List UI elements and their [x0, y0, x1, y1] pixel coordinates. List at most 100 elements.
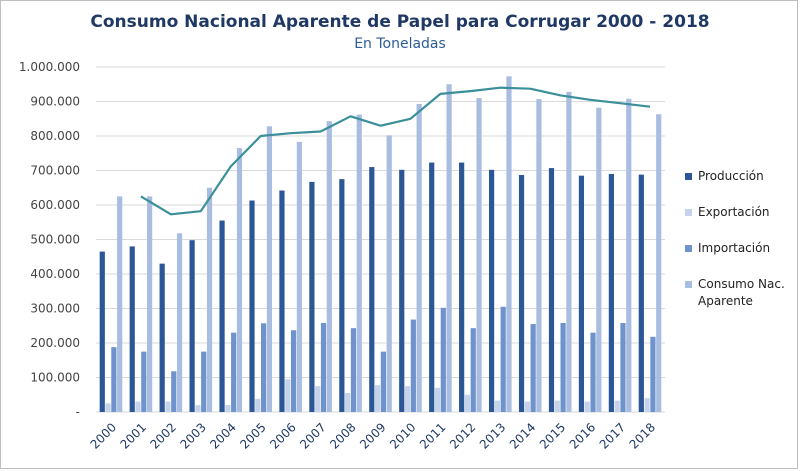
bar-consumo-nac-aparente-2012 [476, 98, 482, 413]
y-tick-label: 300.000 [30, 302, 80, 316]
bar-exportaci-n-2010 [404, 386, 411, 412]
y-tick-label: 600.000 [30, 198, 80, 212]
bar-consumo-nac-aparente-2016 [596, 107, 602, 413]
bar-consumo-nac-aparente-2002 [176, 233, 183, 412]
bar-exportaci-n-2001 [135, 401, 141, 412]
x-tick-label: 2004 [207, 420, 238, 451]
bar-consumo-nac-aparente-2005 [266, 126, 273, 412]
y-tick-label: 100.000 [30, 371, 80, 385]
bar-importaci-n-2004 [231, 332, 237, 412]
x-tick-label: 2011 [417, 420, 448, 451]
bar-importaci-n-2009 [380, 351, 386, 412]
bar-producci-n-2000 [99, 251, 105, 412]
bar-consumo-nac-aparente-2007 [326, 121, 332, 412]
x-tick-label: 2000 [88, 420, 119, 451]
bar-consumo-nac-aparente-2003 [206, 187, 213, 412]
x-tick-label: 2006 [267, 420, 298, 451]
x-tick-label: 2013 [477, 420, 508, 451]
bar-producci-n-2015 [548, 168, 555, 412]
bar-importaci-n-2002 [171, 371, 177, 412]
y-tick-label: 200.000 [30, 336, 80, 350]
y-tick-label: 900.000 [30, 95, 80, 109]
bar-importaci-n-2014 [530, 324, 536, 412]
bar-exportaci-n-2004 [225, 405, 231, 412]
x-tick-label: 2017 [597, 420, 628, 451]
bar-producci-n-2018 [638, 174, 644, 412]
bar-producci-n-2017 [608, 173, 614, 412]
x-tick-label: 2018 [627, 420, 658, 451]
x-tick-label: 2016 [567, 420, 598, 451]
bar-producci-n-2014 [518, 174, 525, 412]
bar-exportaci-n-2017 [614, 400, 620, 412]
x-tick-label: 2007 [297, 420, 328, 451]
bar-exportaci-n-2002 [165, 401, 171, 412]
bar-consumo-nac-aparente-2001 [147, 196, 153, 412]
x-tick-label: 2005 [237, 420, 268, 451]
bar-exportaci-n-2013 [494, 400, 500, 412]
bar-importaci-n-2011 [440, 307, 446, 412]
bar-importaci-n-2006 [290, 330, 297, 412]
bar-importaci-n-2008 [350, 328, 357, 412]
y-tick-label: 700.000 [30, 164, 80, 178]
bar-producci-n-2003 [189, 240, 195, 412]
bar-exportaci-n-2003 [195, 405, 201, 412]
bar-consumo-nac-aparente-2018 [656, 114, 662, 412]
bar-exportaci-n-2006 [285, 379, 291, 412]
y-tick-label: 500.000 [30, 233, 80, 247]
bar-producci-n-2016 [578, 175, 585, 412]
legend-label: Exportación [698, 205, 770, 219]
bar-exportaci-n-2011 [434, 387, 441, 412]
chart-title: Consumo Nacional Aparente de Papel para … [90, 12, 710, 32]
bar-importaci-n-2012 [470, 328, 476, 412]
bar-consumo-nac-aparente-2006 [296, 141, 302, 413]
bar-producci-n-2011 [429, 162, 435, 412]
bar-exportaci-n-2008 [345, 393, 351, 412]
bar-consumo-nac-aparente-2011 [446, 84, 452, 412]
bar-exportaci-n-2005 [255, 398, 261, 412]
x-tick-label: 2014 [507, 420, 538, 451]
bar-consumo-nac-aparente-2008 [356, 114, 362, 413]
legend-swatch [685, 245, 692, 252]
bar-consumo-nac-aparente-2015 [566, 91, 572, 412]
legend-swatch [685, 281, 692, 288]
bar-producci-n-2001 [129, 246, 135, 412]
legend-item: Importación [685, 240, 795, 257]
x-tick-label: 2012 [447, 420, 478, 451]
legend-swatch [685, 209, 692, 216]
legend-label: Importación [698, 241, 771, 255]
bar-producci-n-2012 [459, 162, 465, 412]
bar-exportaci-n-2018 [644, 398, 650, 412]
legend-item: Exportación [685, 204, 795, 221]
x-tick-label: 2009 [357, 420, 388, 451]
bar-importaci-n-2003 [201, 351, 207, 412]
bar-consumo-nac-aparente-2013 [506, 76, 512, 412]
bar-importaci-n-2007 [320, 322, 327, 412]
bar-exportaci-n-2012 [464, 394, 471, 412]
bar-consumo-nac-aparente-2010 [416, 103, 422, 412]
bar-producci-n-2005 [249, 200, 255, 412]
bar-importaci-n-2018 [650, 336, 656, 412]
bar-producci-n-2013 [488, 169, 495, 412]
x-tick-label: 2015 [537, 420, 568, 451]
bar-producci-n-2009 [369, 167, 375, 412]
x-tick-label: 2003 [177, 420, 208, 451]
bar-exportaci-n-2009 [375, 385, 381, 412]
bar-consumo-nac-aparente-2009 [386, 135, 392, 412]
bar-producci-n-2006 [279, 190, 285, 412]
chart-subtitle: En Toneladas [354, 36, 446, 52]
legend-swatch [685, 173, 692, 180]
trend-line [140, 86, 651, 216]
bar-consumo-nac-aparente-2014 [536, 99, 542, 413]
bar-importaci-n-2010 [410, 319, 416, 412]
legend-label: Consumo Nac. Aparente [698, 277, 785, 308]
x-tick-label: 2001 [118, 420, 149, 451]
bar-importaci-n-2001 [141, 351, 147, 412]
bar-importaci-n-2015 [560, 322, 566, 412]
bar-exportaci-n-2000 [105, 403, 111, 412]
bar-consumo-nac-aparente-2017 [626, 98, 632, 413]
bar-producci-n-2008 [339, 179, 345, 412]
bar-importaci-n-2013 [500, 306, 506, 412]
legend-item: Consumo Nac. Aparente [685, 276, 795, 310]
y-tick-label: 1.000.000 [19, 60, 80, 74]
